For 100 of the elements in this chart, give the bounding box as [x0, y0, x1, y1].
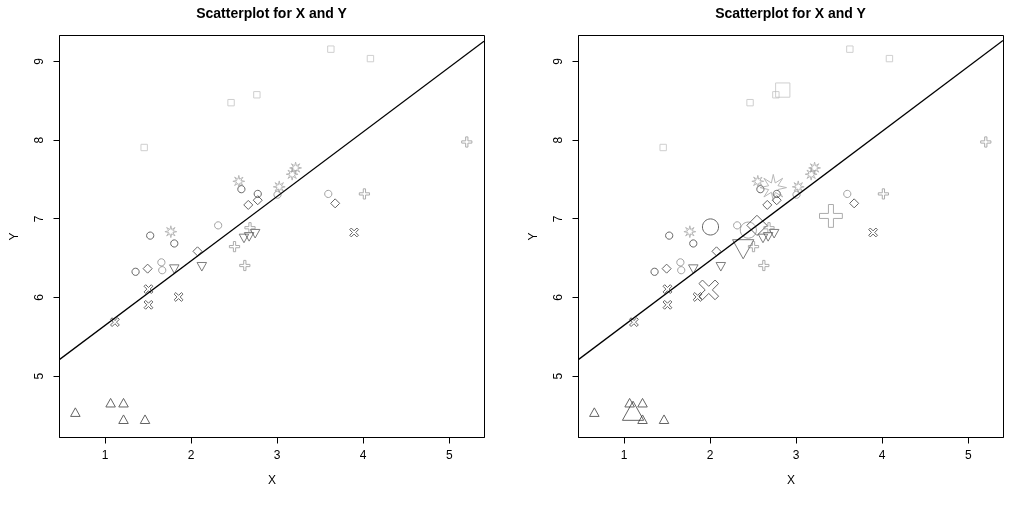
point — [237, 185, 246, 194]
point — [324, 189, 333, 199]
point — [711, 246, 722, 257]
point — [146, 231, 155, 240]
y-tick-label: 6 — [550, 293, 565, 301]
point — [589, 407, 600, 417]
y-tick-label: 8 — [550, 136, 565, 144]
point — [243, 199, 254, 210]
point — [170, 239, 179, 248]
point — [253, 91, 261, 99]
chart-title: Scatterplot for X and Y — [196, 5, 348, 21]
point — [662, 299, 673, 310]
point — [142, 263, 153, 274]
y-tick-label: 9 — [550, 57, 565, 65]
point — [624, 397, 635, 408]
point — [980, 136, 992, 148]
point — [846, 45, 854, 53]
point — [868, 227, 878, 238]
x-tick-label: 3 — [273, 447, 281, 462]
point — [349, 227, 359, 238]
point — [366, 54, 375, 63]
point — [157, 258, 166, 267]
point — [169, 264, 180, 274]
point — [140, 143, 148, 152]
point — [804, 167, 818, 181]
point — [244, 222, 256, 234]
point — [688, 264, 699, 274]
point — [757, 233, 769, 244]
point — [661, 263, 672, 274]
point — [238, 233, 250, 244]
y-tick-label: 8 — [31, 136, 46, 144]
point — [227, 98, 235, 107]
point — [751, 174, 765, 188]
point — [232, 174, 246, 188]
point — [763, 222, 775, 234]
point — [164, 225, 178, 239]
point — [791, 180, 805, 194]
point — [756, 185, 765, 194]
y-tick-label: 6 — [31, 293, 46, 301]
point — [658, 414, 670, 424]
chart-title: Scatterplot for X and Y — [715, 5, 867, 21]
x-axis-title: X — [267, 472, 277, 487]
y-axis-title: Y — [525, 232, 540, 241]
point — [118, 397, 129, 408]
x-tick-label: 2 — [187, 447, 195, 462]
point — [105, 397, 116, 408]
point — [885, 54, 894, 63]
point — [461, 136, 473, 148]
point — [272, 180, 286, 194]
y-tick-label: 7 — [31, 215, 46, 223]
point — [358, 188, 371, 200]
point — [273, 190, 282, 199]
x-tick-label: 4 — [878, 447, 886, 462]
y-axis-title: Y — [6, 232, 21, 241]
point — [659, 143, 667, 152]
point — [118, 414, 129, 424]
point — [243, 232, 255, 242]
point — [715, 261, 727, 272]
y-tick-label: 7 — [550, 215, 565, 223]
point — [792, 190, 801, 199]
point — [173, 292, 184, 302]
point — [239, 259, 251, 272]
x-tick-label: 5 — [445, 447, 453, 462]
point — [192, 246, 203, 257]
x-tick-label: 2 — [706, 447, 714, 462]
point — [772, 91, 780, 99]
point — [692, 292, 703, 302]
point — [762, 199, 773, 210]
point — [637, 397, 648, 408]
point — [683, 225, 697, 239]
x-tick-label: 5 — [964, 447, 972, 462]
point — [158, 266, 167, 275]
x-axis-title: X — [786, 472, 796, 487]
point — [758, 259, 770, 272]
point — [637, 414, 648, 424]
point — [677, 266, 686, 275]
point — [877, 188, 890, 200]
point — [662, 284, 673, 294]
point — [143, 299, 154, 310]
point — [762, 232, 774, 242]
point — [285, 167, 299, 181]
x-tick-label: 1 — [101, 447, 109, 462]
y-tick-label: 9 — [31, 57, 46, 65]
point — [327, 45, 335, 53]
x-tick-label: 1 — [620, 447, 628, 462]
x-tick-label: 3 — [792, 447, 800, 462]
point — [733, 221, 742, 230]
point — [70, 407, 81, 417]
point — [808, 161, 822, 175]
point — [110, 317, 120, 328]
point — [289, 161, 303, 175]
y-tick-label: 5 — [550, 372, 565, 380]
point — [196, 261, 208, 272]
point — [747, 241, 760, 253]
point — [843, 189, 852, 199]
x-tick-label: 4 — [359, 447, 367, 462]
point — [139, 414, 151, 424]
point — [253, 189, 262, 199]
y-tick-label: 5 — [31, 372, 46, 380]
point — [629, 317, 639, 328]
